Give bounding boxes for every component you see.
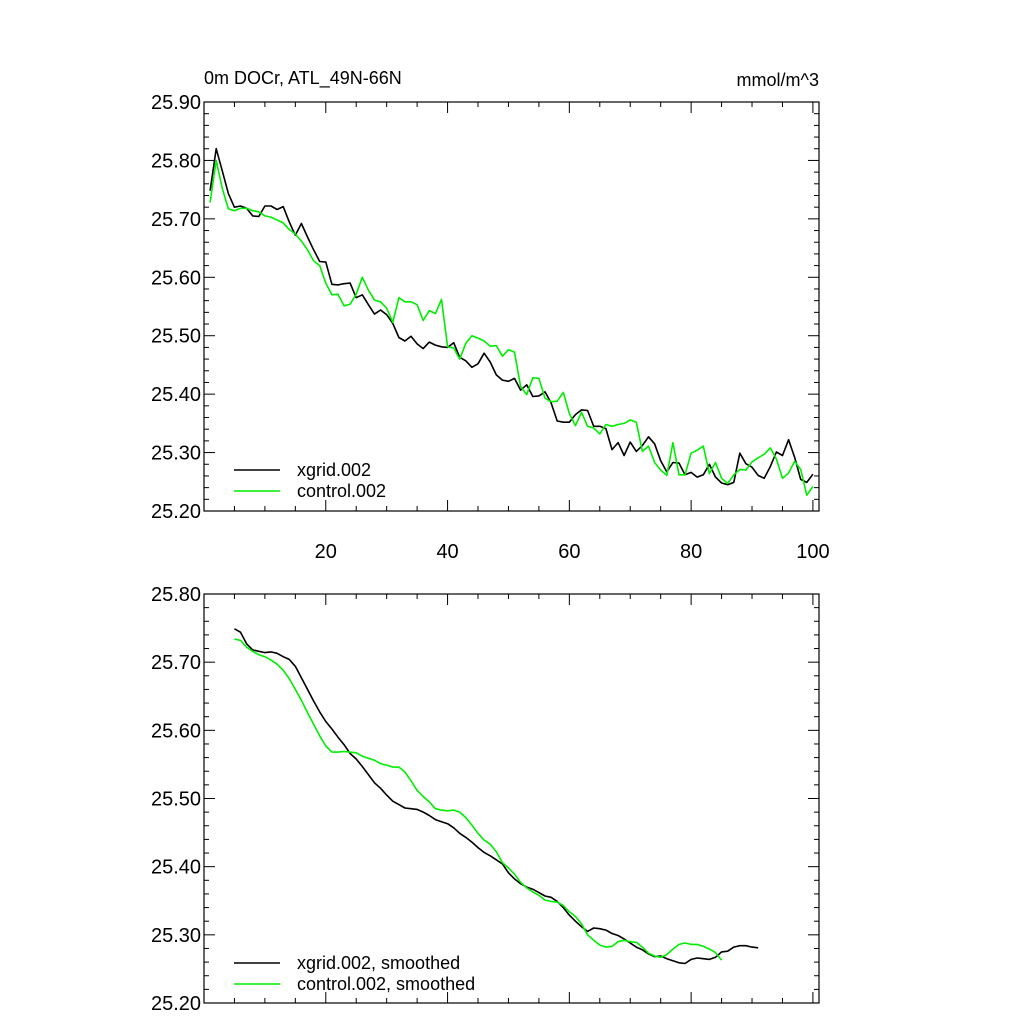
y-tick-label: 25.20 <box>151 501 201 523</box>
top-plot-frame <box>203 101 820 512</box>
top-legend: xgrid.002 control.002 <box>234 460 386 501</box>
top-axis-ticks: 25.20 25.30 25.40 25.50 25.60 25.70 25.80 25.90… <box>151 92 830 563</box>
legend-label-xgrid-smoothed: xgrid.002, smoothed <box>297 953 460 973</box>
series-line-xgrid <box>209 147 814 486</box>
bottom-panel: 25.20 25.30 25.40 25.50 25.60 25.70 25.80 xgri… <box>151 584 820 1015</box>
y-tick-label: 25.40 <box>151 857 201 879</box>
y-tick-label: 25.50 <box>151 789 201 811</box>
y-tick-label: 25.40 <box>151 384 201 406</box>
y-tick-label: 25.70 <box>151 209 201 231</box>
series-line-xgrid <box>234 628 759 965</box>
legend-label-xgrid: xgrid.002 <box>297 460 371 480</box>
y-tick-label: 25.80 <box>151 150 201 172</box>
y-tick-label: 25.50 <box>151 326 201 348</box>
y-tick-label: 25.30 <box>151 925 201 947</box>
x-tick-label: 60 <box>558 541 580 563</box>
series-line-control <box>209 159 814 497</box>
top-series-lines <box>209 147 814 497</box>
units-label: mmol/m^3 <box>737 70 819 90</box>
bottom-series-lines <box>234 628 759 965</box>
chart-title: 0m DOCr, ATL_49N-66N <box>204 68 402 89</box>
y-tick-label: 25.60 <box>151 720 201 742</box>
legend-label-control: control.002 <box>297 481 386 501</box>
bottom-axis-ticks: 25.20 25.30 25.40 25.50 25.60 25.70 25.80 <box>151 584 819 1015</box>
bottom-plot-frame <box>203 593 820 1004</box>
bottom-legend: xgrid.002, smoothed control.002, smoothe… <box>234 953 475 994</box>
legend-label-control-smoothed: control.002, smoothed <box>297 974 475 994</box>
y-tick-label: 25.90 <box>151 92 201 114</box>
y-tick-label: 25.60 <box>151 267 201 289</box>
y-tick-label: 25.30 <box>151 443 201 465</box>
y-tick-label: 25.70 <box>151 652 201 674</box>
top-panel: 25.20 25.30 25.40 25.50 25.60 25.70 25.80 25.90… <box>151 68 830 563</box>
x-tick-label: 20 <box>315 541 337 563</box>
x-tick-label: 100 <box>796 541 829 563</box>
x-tick-label: 40 <box>436 541 458 563</box>
y-tick-label: 25.80 <box>151 584 201 606</box>
y-tick-label: 25.20 <box>151 993 201 1015</box>
series-line-control <box>234 638 723 961</box>
x-tick-label: 80 <box>680 541 702 563</box>
